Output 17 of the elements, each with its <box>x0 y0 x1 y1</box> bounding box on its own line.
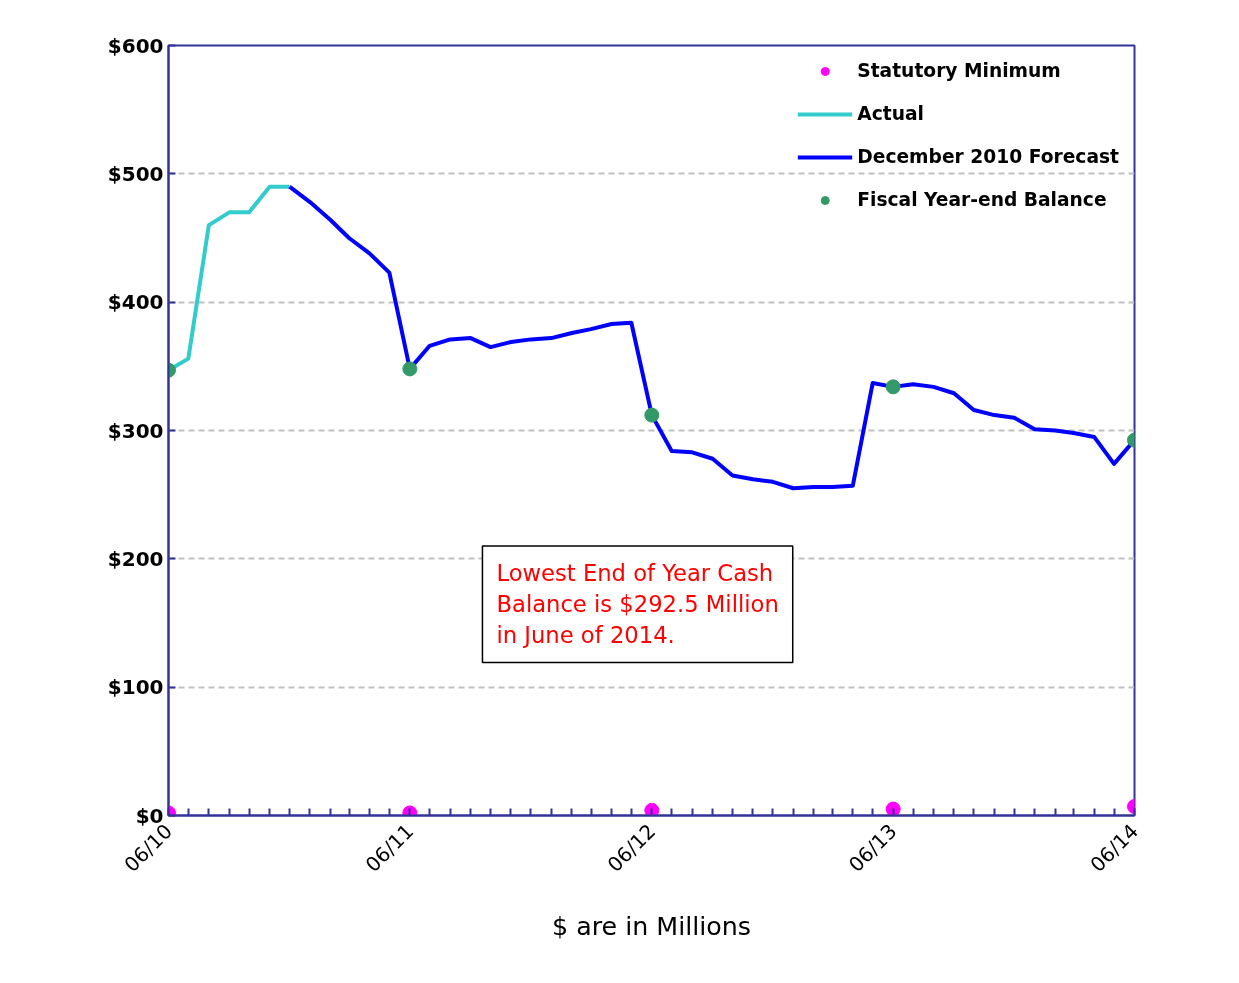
y-tick-label: $500 <box>107 161 164 186</box>
point <box>402 361 418 377</box>
y-tick-label: $400 <box>107 290 164 315</box>
text: $ are in Millions <box>551 910 752 941</box>
point <box>644 407 660 423</box>
point <box>885 801 901 816</box>
legend-label: Statutory Minimum <box>857 60 1061 81</box>
point <box>885 379 901 395</box>
y-tick-label: $300 <box>107 418 164 443</box>
legend-label: Actual <box>857 103 924 124</box>
y-tick-label: $600 <box>107 33 164 58</box>
legend-label: December 2010 Forecast <box>857 146 1119 167</box>
legend-label: Fiscal Year-end Balance <box>857 189 1107 210</box>
y-tick-label: $200 <box>107 546 164 571</box>
annotation: Lowest End of Year Cash Balance is $292.5 Million in June of 2014. <box>496 560 779 649</box>
point <box>644 802 660 816</box>
y-tick-label: $100 <box>107 675 164 700</box>
